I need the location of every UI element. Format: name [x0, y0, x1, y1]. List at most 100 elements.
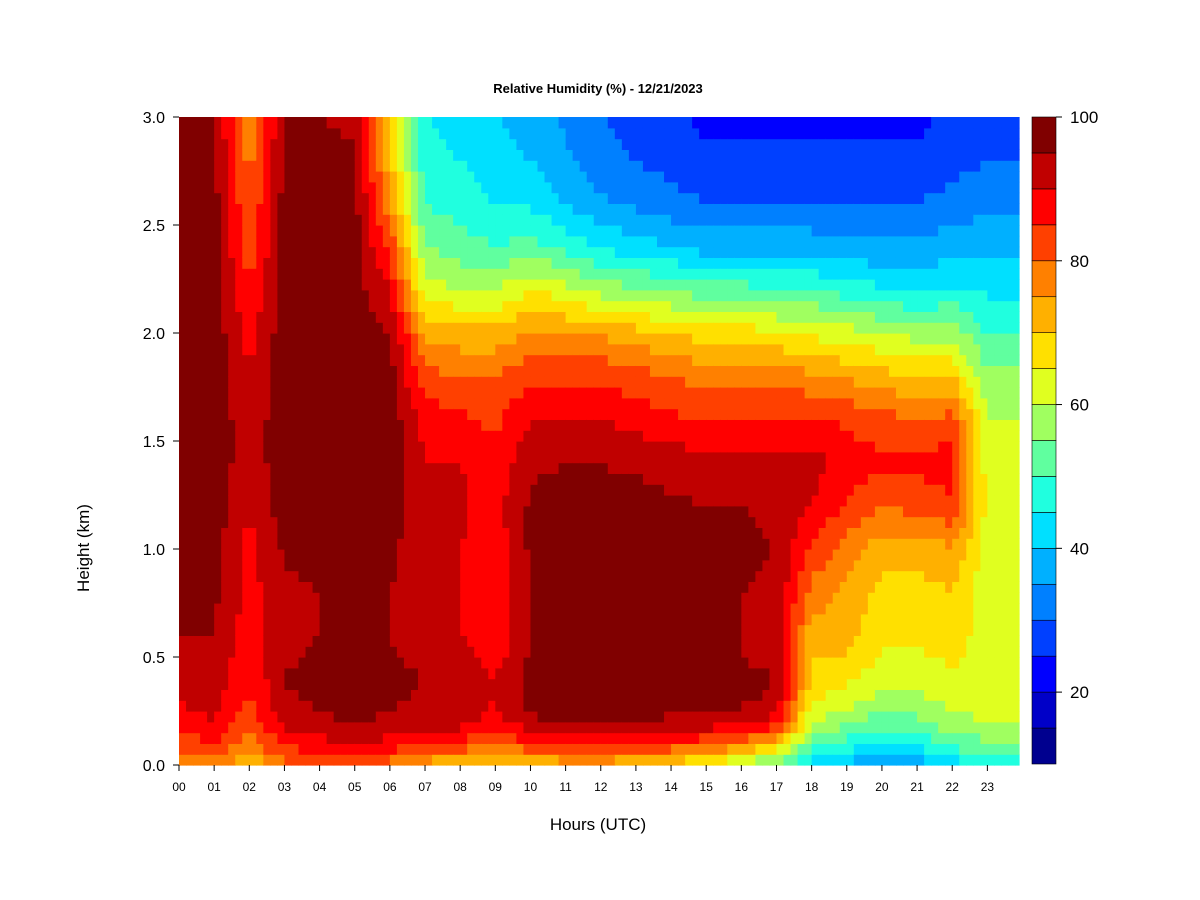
heatmap-cell — [361, 505, 370, 518]
heatmap-cell — [748, 657, 757, 669]
heatmap-cell — [530, 235, 539, 248]
heatmap-cell — [396, 754, 405, 766]
heatmap-cell — [389, 549, 398, 561]
heatmap-cell — [453, 613, 461, 626]
heatmap-cell — [586, 354, 595, 366]
heatmap-cell — [179, 678, 187, 690]
heatmap-cell — [439, 365, 447, 377]
heatmap-cell — [319, 117, 328, 129]
heatmap-cell — [523, 203, 532, 215]
heatmap-cell — [263, 570, 271, 582]
heatmap-cell — [340, 624, 349, 636]
heatmap-cell — [467, 279, 475, 291]
heatmap-cell — [242, 214, 250, 226]
heatmap-cell — [664, 268, 672, 280]
heatmap-cell — [551, 225, 560, 237]
heatmap-cell — [382, 311, 391, 323]
heatmap-cell — [347, 613, 356, 626]
heatmap-cell — [221, 732, 229, 744]
heatmap-cell — [656, 559, 665, 572]
heatmap-cell — [558, 732, 567, 744]
heatmap-cell — [537, 408, 546, 420]
heatmap-cell — [565, 333, 574, 345]
heatmap-cell — [347, 127, 356, 140]
heatmap-cell — [389, 419, 398, 431]
heatmap-cell — [642, 559, 651, 572]
heatmap-cell — [425, 721, 433, 734]
heatmap-cell — [368, 333, 377, 345]
heatmap-cell — [671, 117, 679, 129]
heatmap-cell — [298, 127, 307, 140]
heatmap-cell — [572, 322, 581, 334]
heatmap-cell — [228, 754, 236, 766]
heatmap-cell — [319, 667, 328, 680]
heatmap-cell — [354, 181, 363, 194]
heatmap-cell — [579, 408, 588, 420]
heatmap-cell — [664, 516, 672, 528]
heatmap-cell — [319, 721, 328, 734]
heatmap-cell — [720, 117, 728, 129]
heatmap-cell — [467, 570, 475, 582]
heatmap-cell — [305, 354, 314, 366]
heatmap-cell — [516, 451, 525, 464]
heatmap-cell — [656, 570, 665, 582]
heatmap-cell — [298, 333, 307, 345]
heatmap-cell — [474, 354, 482, 366]
heatmap-cell — [628, 376, 637, 388]
heatmap-cell — [319, 289, 328, 302]
heatmap-cell — [635, 667, 644, 680]
heatmap-cell — [382, 333, 391, 345]
heatmap-cell — [481, 657, 489, 669]
heatmap-cell — [572, 559, 581, 572]
heatmap-cell — [403, 646, 412, 658]
heatmap-cell — [614, 505, 623, 518]
heatmap-cell — [474, 300, 482, 312]
heatmap-cell — [361, 203, 370, 215]
heatmap-cell — [361, 581, 370, 593]
heatmap-cell — [179, 451, 187, 464]
heatmap-cell — [312, 225, 321, 237]
heatmap-cell — [502, 505, 510, 518]
heatmap-cell — [186, 538, 194, 550]
heatmap-cell — [439, 354, 447, 366]
heatmap-cell — [186, 592, 194, 604]
heatmap-cell — [713, 268, 721, 280]
heatmap-cell — [368, 117, 377, 129]
heatmap-cell — [425, 333, 433, 345]
heatmap-cell — [453, 592, 461, 604]
heatmap-cell — [607, 549, 616, 561]
heatmap-cell — [305, 635, 314, 647]
heatmap-cell — [354, 646, 363, 658]
heatmap-cell — [396, 657, 405, 669]
heatmap-cell — [593, 743, 602, 755]
heatmap-cell — [656, 354, 665, 366]
heatmap-cell — [432, 592, 440, 604]
heatmap-cell — [621, 311, 630, 323]
heatmap-cell — [467, 257, 475, 269]
heatmap-cell — [699, 700, 707, 712]
heatmap-cell — [256, 462, 264, 474]
heatmap-cell — [600, 667, 609, 680]
heatmap-cell — [439, 527, 447, 539]
heatmap-cell — [277, 657, 286, 669]
heatmap-cell — [235, 711, 243, 723]
heatmap-cell — [382, 473, 391, 485]
heatmap-cell — [291, 732, 300, 744]
heatmap-cell — [523, 397, 532, 410]
heatmap-cell — [396, 289, 405, 302]
heatmap-cell — [748, 667, 757, 680]
heatmap-cell — [333, 138, 342, 150]
heatmap-cell — [256, 225, 264, 237]
heatmap-cell — [432, 538, 440, 550]
heatmap-cell — [656, 333, 665, 345]
heatmap-cell — [410, 160, 419, 172]
heatmap-cell — [460, 225, 468, 237]
heatmap-cell — [242, 559, 250, 572]
heatmap-cell — [607, 635, 616, 647]
heatmap-cell — [235, 192, 243, 204]
heatmap-cell — [565, 581, 574, 593]
heatmap-cell — [664, 646, 672, 658]
heatmap-cell — [727, 538, 735, 550]
heatmap-cell — [354, 462, 363, 474]
